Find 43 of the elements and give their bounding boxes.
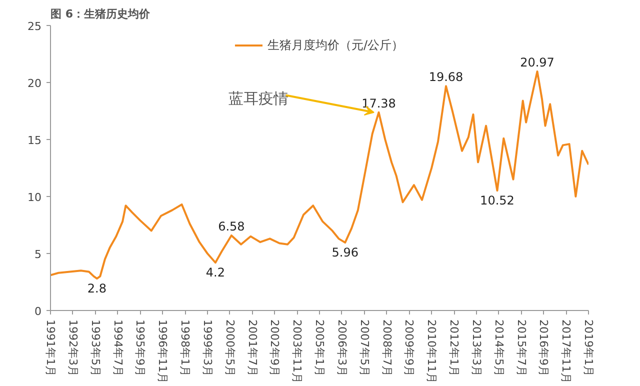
x-tick-label: 2000年5月 [223,320,236,376]
x-tick-label: 1995年9月 [134,320,147,376]
x-tick-label: 2016年9月 [537,320,550,376]
x-tick-label: 1992年3月 [66,320,80,376]
x-tick-label: 2003年11月 [290,320,304,384]
annotation: 蓝耳疫情 [228,89,289,108]
x-tick-label: 1994年7月 [111,320,124,376]
x-tick-label: 2014年5月 [492,320,506,376]
x-tick-label: 2002年9月 [268,320,282,376]
x-tick-label: 1993年5月 [88,320,102,376]
x-tick-label: 2006年3月 [335,320,348,376]
x-tick-label: 1996年11月 [156,320,170,384]
data-label: 17.38 [362,96,396,110]
data-label: 2.8 [87,282,106,296]
y-tick-label: 15 [28,134,42,147]
line-series [50,70,588,280]
legend-label: 生猪月度均价（元/公斤） [267,36,404,54]
data-label: 19.68 [428,70,464,84]
y-tick-label: 25 [28,20,42,33]
y-tick-label: 5 [34,248,42,261]
data-label: 4.2 [206,266,225,280]
data-label: 20.97 [520,55,554,70]
chart-title: 图 6：生猪历史均价 [50,8,151,20]
x-tick-label: 2012年1月 [448,320,460,376]
data-label: 6.58 [218,219,245,234]
x-tick-label: 2005年1月 [313,320,326,376]
x-tick-label: 2017年11月 [560,320,573,384]
data-label: 10.52 [480,194,514,208]
x-tick-label: 2010年11月 [425,320,438,384]
y-tick-label: 0 [34,305,42,318]
x-tick-label: 1991年1月 [44,320,57,376]
x-tick-label: 2001年7月 [246,320,259,376]
x-tick-label: 2019年1月 [582,320,595,376]
x-tick-label: 1998年1月 [178,320,192,376]
x-tick-label: 2009年9月 [402,320,416,376]
x-tick-label: 2015年7月 [514,320,528,376]
x-tick-label: 2007年5月 [358,320,371,376]
x-tick-label: 2008年7月 [380,320,394,376]
y-tick-label: 20 [28,77,42,90]
x-tick-label: 2013年3月 [470,320,483,376]
y-tick-label: 10 [28,191,42,204]
x-tick-label: 1999年3月 [200,320,214,376]
data-label: 5.96 [332,246,358,260]
